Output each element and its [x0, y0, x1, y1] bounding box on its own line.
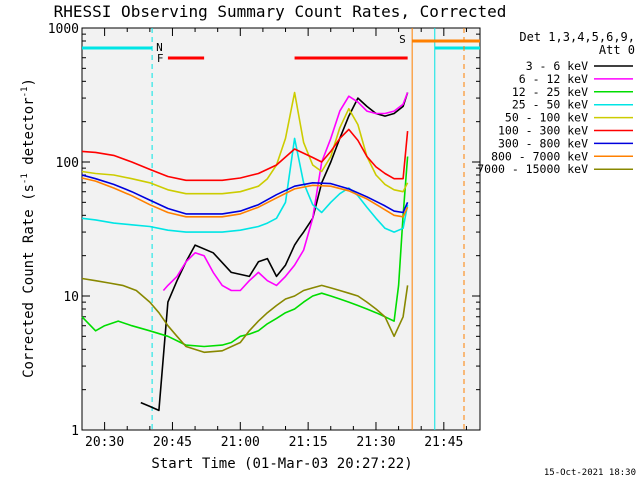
y-tick-label: 1000	[48, 22, 79, 37]
y-axis-label: Corrected Count Rate (s-1 detector-1)	[20, 78, 37, 378]
legend-label-5: 50 - 100 keV	[505, 111, 588, 125]
x-tick-label: 21:30	[356, 435, 395, 450]
x-tick-label: 20:30	[85, 435, 124, 450]
y-axis-label-part2: detector	[21, 97, 37, 173]
night-flag-label: N	[156, 41, 163, 54]
legend-label-7: 300 - 800 keV	[498, 136, 588, 150]
legend-header-line2: Att 0	[599, 43, 635, 57]
series-line-2	[162, 92, 409, 292]
y-tick-label: 100	[56, 156, 79, 171]
y-tick-label: 1	[71, 424, 79, 439]
series-line-5	[81, 91, 409, 195]
x-tick-label: 20:45	[153, 435, 192, 450]
series-line-6	[81, 128, 409, 182]
legend-label-9: 7000 - 15000 keV	[477, 162, 588, 176]
saa-flag-label: S	[399, 33, 406, 46]
legend-label-4: 25 - 50 keV	[512, 98, 588, 112]
y-axis-label-part3: )	[21, 78, 37, 86]
legend-label-1: 3 - 6 keV	[526, 59, 588, 73]
chart-title: RHESSI Observing Summary Count Rates, Co…	[54, 2, 507, 21]
y-axis-label-part1: Corrected Count Rate (s	[21, 184, 37, 378]
flare-flag-label: F	[157, 52, 164, 65]
legend-label-6: 100 - 300 keV	[498, 124, 588, 138]
legend-label-8: 800 - 7000 keV	[491, 149, 588, 163]
series-line-3	[81, 156, 409, 348]
timestamp: 15-Oct-2021 18:30	[544, 468, 636, 478]
plot-frame	[81, 27, 481, 431]
legend-label-2: 6 - 12 keV	[519, 72, 588, 86]
legend-header-line1: Det 1,3,4,5,6,9,	[519, 30, 635, 44]
x-axis-label: Start Time (01-Mar-03 20:27:22)	[151, 456, 412, 472]
legend-label-3: 12 - 25 keV	[512, 85, 588, 99]
y-tick-label: 10	[63, 290, 79, 305]
series-line-4	[81, 137, 409, 233]
x-tick-label: 21:45	[424, 435, 463, 450]
y-axis-label-sup2: -1	[20, 87, 30, 98]
plot-area: 1 10 100 1000 20:30 20:45 21:00 21:15 21:30 21:45…	[48, 22, 481, 450]
y-axis-label-sup1: -1	[20, 173, 30, 184]
x-tick-label: 21:00	[221, 435, 260, 450]
series-line-9	[81, 277, 409, 354]
x-tick-label: 21:15	[289, 435, 328, 450]
series-line-7	[81, 174, 409, 215]
series-line-8	[81, 177, 409, 218]
